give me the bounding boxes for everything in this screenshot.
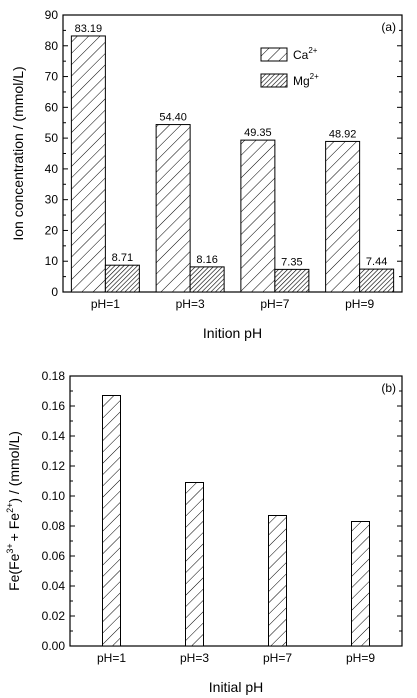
y-axis-title: Ion concentration / (mmol/L) bbox=[10, 66, 26, 240]
y-tick-label: 90 bbox=[45, 8, 59, 22]
y-tick-label: 0.06 bbox=[42, 549, 66, 563]
panel-label: (a) bbox=[381, 20, 396, 34]
legend-label: Mg2+ bbox=[293, 72, 319, 88]
bar bbox=[274, 268, 310, 293]
legend-swatch bbox=[260, 73, 288, 88]
data-label: 7.44 bbox=[366, 256, 387, 268]
y-tick-label: 0.16 bbox=[42, 399, 66, 413]
y-tick-label: 0.04 bbox=[42, 579, 66, 593]
x-tick-label: pH=3 bbox=[180, 651, 209, 665]
y-tick-label: 0.08 bbox=[42, 519, 66, 533]
bar bbox=[70, 35, 106, 293]
x-axis-title: Initial pH bbox=[209, 679, 263, 695]
x-tick-label: pH=9 bbox=[346, 651, 375, 665]
y-tick-label: 60 bbox=[45, 100, 59, 114]
bar bbox=[268, 515, 287, 647]
legend-swatch bbox=[260, 47, 288, 62]
y-tick-label: 30 bbox=[45, 193, 59, 207]
y-tick-label: 40 bbox=[45, 162, 59, 176]
panel-a-ion-concentration-chart: 0 10 20 30 40 50 60 70 80 90 pH=1 pH=3 pH=7 pH=9 83.19… bbox=[10, 8, 403, 341]
data-label: 48.92 bbox=[329, 128, 357, 140]
y-tick-label: 0.12 bbox=[42, 459, 66, 473]
data-label: 8.16 bbox=[196, 254, 217, 266]
data-label: 54.40 bbox=[159, 112, 187, 124]
y-tick-label: 0 bbox=[51, 285, 58, 299]
y-tick-label: 80 bbox=[45, 39, 59, 53]
bar bbox=[104, 264, 140, 293]
panel-label: (b) bbox=[381, 381, 396, 395]
x-tick-label: pH=9 bbox=[345, 297, 374, 311]
y-tick-label: 0.18 bbox=[42, 369, 66, 383]
data-label: 83.19 bbox=[75, 23, 103, 35]
bar bbox=[240, 139, 276, 293]
y-tick-label: 0.02 bbox=[42, 609, 66, 623]
y-axis-title: Fe(Fe3++ Fe2+) / (mmol/L) bbox=[5, 431, 22, 591]
data-label: 7.35 bbox=[281, 256, 302, 268]
legend: Ca2+ Mg2+ bbox=[260, 46, 319, 88]
bar bbox=[189, 266, 225, 293]
x-tick-label: pH=1 bbox=[97, 651, 126, 665]
y-tick-label: 0.00 bbox=[42, 639, 66, 653]
bar bbox=[102, 395, 121, 647]
legend-label: Ca2+ bbox=[293, 46, 318, 62]
y-tick-label: 0.10 bbox=[42, 489, 66, 503]
y-tick-label: 50 bbox=[45, 131, 59, 145]
y-tick-label: 70 bbox=[45, 70, 59, 84]
y-tick-label: 10 bbox=[45, 254, 59, 268]
x-tick-label: pH=7 bbox=[260, 297, 289, 311]
x-axis-title: Inition pH bbox=[203, 325, 262, 341]
x-tick-label: pH=7 bbox=[263, 651, 292, 665]
x-tick-label: pH=1 bbox=[91, 297, 120, 311]
bar bbox=[359, 268, 395, 293]
data-label: 8.71 bbox=[112, 252, 133, 264]
bar bbox=[155, 124, 191, 293]
panel-b-iron-concentration-chart: 0.00 0.02 0.04 0.06 0.08 0.10 0.12 0.14 0.16 0.18… bbox=[5, 369, 403, 695]
x-tick-label: pH=3 bbox=[176, 297, 205, 311]
data-label: 49.35 bbox=[244, 127, 272, 139]
y-tick-label: 0.14 bbox=[42, 429, 66, 443]
bar bbox=[325, 140, 361, 293]
bar bbox=[185, 482, 204, 647]
y-tick-label: 20 bbox=[45, 223, 59, 237]
bar bbox=[351, 521, 370, 647]
